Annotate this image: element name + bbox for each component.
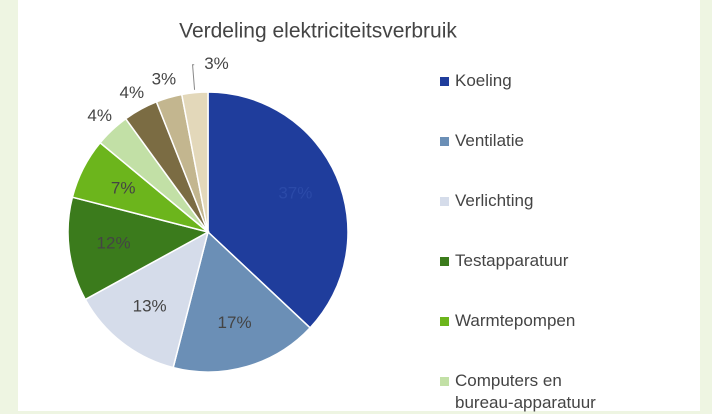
legend-item: Testapparatuur: [440, 250, 680, 272]
data-label: 17%: [218, 313, 252, 332]
data-label: 7%: [111, 178, 136, 197]
legend-item: Koeling: [440, 70, 680, 92]
legend-swatch: [440, 137, 449, 146]
legend-label: Koeling: [455, 71, 512, 90]
pie-slice: [207, 91, 349, 329]
data-label: 3%: [152, 70, 177, 89]
legend-item: Verlichting: [440, 190, 680, 212]
legend-label: Ventilatie: [455, 131, 524, 150]
legend-label: Warmtepompen: [455, 311, 576, 330]
data-label: 12%: [97, 233, 131, 252]
data-label: 4%: [87, 106, 112, 125]
leader-line: [192, 64, 196, 90]
legend-item: Warmtepompen: [440, 310, 680, 332]
data-label: 37%: [278, 184, 312, 203]
legend-swatch: [440, 197, 449, 206]
legend-swatch: [440, 317, 449, 326]
legend-swatch: [440, 77, 449, 86]
legend-label: Computers en bureau-apparatuur: [455, 371, 596, 412]
pie-slice: [84, 230, 210, 369]
legend-swatch: [440, 377, 449, 386]
legend-label: Verlichting: [455, 191, 534, 210]
legend-swatch: [440, 257, 449, 266]
pie-slice: [180, 91, 209, 233]
legend-label: Testapparatuur: [455, 251, 569, 270]
pie-slice: [172, 230, 312, 373]
data-label: 3%: [204, 54, 229, 73]
legend-item: Computers en bureau-apparatuur: [440, 370, 680, 414]
data-label: 13%: [133, 297, 167, 316]
legend-item: Ventilatie: [440, 130, 680, 152]
pie-slice: [67, 196, 211, 301]
chart-title: Verdeling elektriciteitsverbruik: [179, 20, 457, 43]
data-label: 4%: [119, 83, 144, 102]
